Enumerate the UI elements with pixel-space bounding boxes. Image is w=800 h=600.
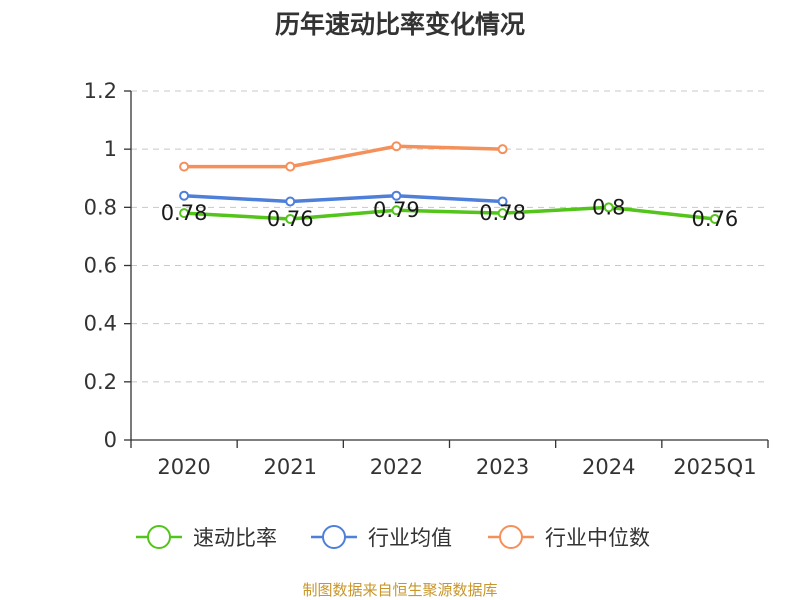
source-note: 制图数据来自恒生聚源数据库	[302, 581, 497, 599]
data-point[interactable]	[285, 161, 296, 172]
series-2	[179, 190, 508, 207]
y-tick-label: 0	[104, 428, 117, 452]
data-point[interactable]	[391, 190, 402, 201]
data-label: 0.76	[267, 207, 314, 231]
data-label: 0.76	[692, 207, 739, 231]
data-point[interactable]	[497, 208, 508, 219]
legend-item[interactable]: 行业中位数	[488, 525, 650, 550]
series-line	[183, 205, 716, 221]
series-line	[183, 193, 503, 204]
y-tick-label: 0.4	[84, 312, 117, 336]
y-tick-label: 0.8	[84, 195, 117, 219]
legend-item[interactable]: 速动比率	[136, 525, 277, 550]
data-point[interactable]	[497, 144, 508, 155]
chart-title: 历年速动比率变化情况	[275, 10, 525, 39]
series-lines	[179, 141, 720, 224]
grid-lines	[131, 90, 768, 383]
axes: 0 0.2 0.4 0.6 0.8 1 1.2 2020 2021 2022 2023 2024 202…	[84, 79, 769, 479]
data-point[interactable]	[391, 205, 402, 216]
legend[interactable]: 速动比率 行业均值 行业中位数	[136, 525, 650, 550]
legend-label: 速动比率	[193, 526, 277, 550]
data-label: 0.78	[161, 201, 208, 225]
data-point[interactable]	[179, 190, 190, 201]
x-tick-label: 2024	[582, 455, 635, 479]
data-labels: 0.78 0.76 0.79 0.78 0.8 0.76	[161, 195, 739, 231]
data-point[interactable]	[285, 213, 296, 224]
legend-swatch-marker	[322, 525, 346, 549]
y-tick-label: 0.6	[84, 254, 117, 278]
y-tick-label: 0.2	[84, 370, 117, 394]
data-point[interactable]	[709, 213, 720, 224]
data-point[interactable]	[179, 208, 190, 219]
x-tick-label: 2022	[370, 455, 423, 479]
data-point[interactable]	[179, 161, 190, 172]
y-tick-label: 1.2	[84, 79, 117, 103]
data-label: 0.78	[479, 201, 526, 225]
x-tick-label: 2023	[476, 455, 529, 479]
x-tick-label: 2021	[264, 455, 317, 479]
legend-label: 行业中位数	[545, 526, 650, 550]
y-tick-label: 1	[104, 137, 117, 161]
x-tick-label: 2025Q1	[673, 455, 756, 479]
data-point[interactable]	[497, 196, 508, 207]
data-point[interactable]	[391, 141, 402, 152]
data-point[interactable]	[603, 202, 614, 213]
series-3	[179, 141, 508, 172]
legend-swatch-marker	[147, 525, 171, 549]
legend-swatch-marker	[499, 525, 523, 549]
data-point[interactable]	[285, 196, 296, 207]
data-label: 0.79	[373, 198, 420, 222]
x-tick-label: 2020	[157, 455, 210, 479]
legend-item[interactable]: 行业均值	[311, 525, 452, 550]
legend-label: 行业均值	[368, 526, 452, 550]
series-1	[179, 202, 720, 224]
data-label: 0.8	[592, 195, 625, 219]
series-line	[184, 144, 503, 169]
